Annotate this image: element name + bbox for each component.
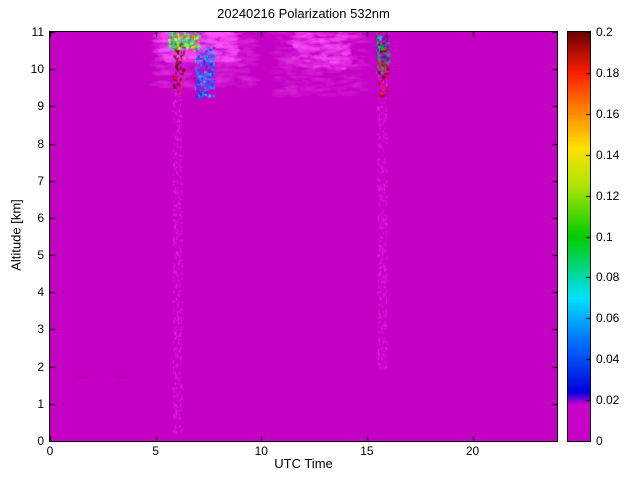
y-tick-label: 8 [37,136,44,151]
y-tick-label: 3 [37,322,44,337]
chart-title: 20240216 Polarization 532nm [217,6,390,21]
colorbar-tick-label: 0.14 [596,147,620,162]
colorbar [567,31,591,442]
x-tick-label: 20 [465,444,480,458]
colorbar-tick-label: 0 [596,434,603,448]
y-tick-label: 11 [31,25,44,39]
colorbar-tick-label: 0.18 [596,65,620,80]
colorbar-tick-label: 0.2 [596,25,613,39]
y-tick-label: 10 [30,62,44,77]
x-tick-label: 0 [46,444,54,458]
y-tick-label: 0 [37,434,44,448]
y-tick-label: 9 [37,99,44,114]
x-tick-label: 5 [152,444,159,458]
x-axis-label: UTC Time [274,456,333,471]
y-tick-label: 5 [37,248,44,263]
colorbar-tick-label: 0.12 [596,188,620,203]
y-tick-label: 6 [37,210,44,225]
y-tick-label: 2 [37,359,44,374]
y-tick-label: 1 [37,396,44,411]
colorbar-tick-label: 0.16 [596,106,620,121]
colorbar-tick-label: 0.1 [596,229,613,244]
colorbar-tick-label: 0.02 [596,393,620,408]
y-tick-label: 4 [37,285,44,300]
colorbar-tick-label: 0.04 [596,352,620,367]
colorbar-tick-label: 0.08 [596,270,620,285]
colorbar-tick-label: 0.06 [596,311,620,326]
y-tick-label: 7 [37,173,44,188]
heatmap-plot-area [49,31,558,442]
x-tick-label: 15 [360,444,374,458]
x-tick-label: 10 [254,444,268,458]
